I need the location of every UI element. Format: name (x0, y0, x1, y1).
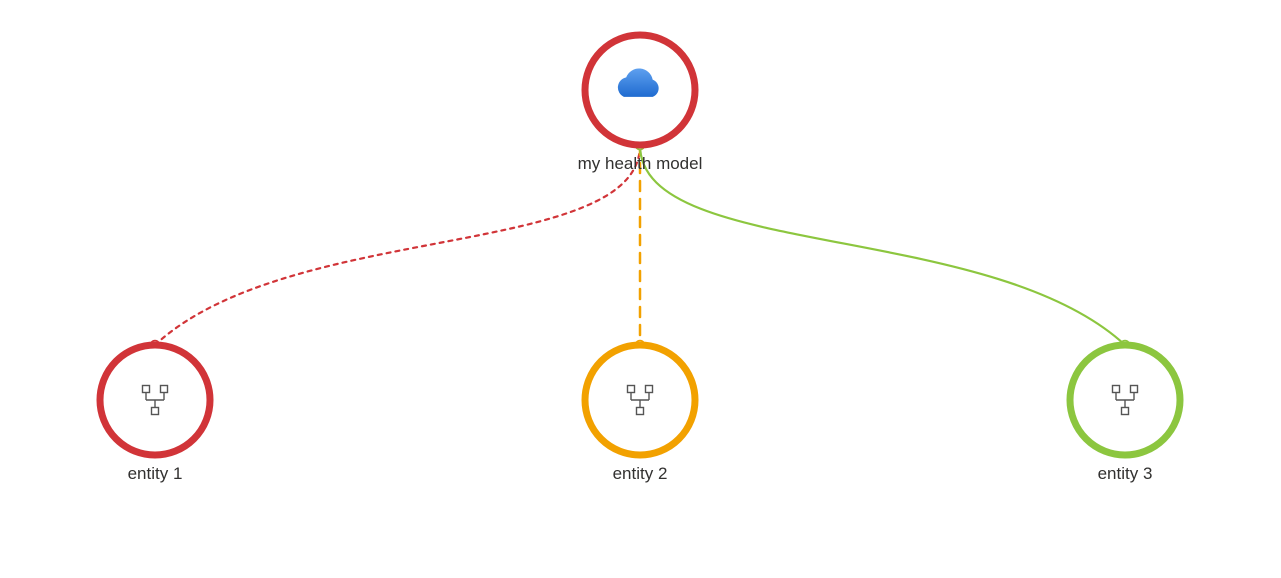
node-label: entity 2 (613, 464, 668, 483)
node-entity2[interactable]: entity 2 (585, 345, 695, 483)
node-entity1[interactable]: entity 1 (100, 345, 210, 483)
node-label: my health model (578, 154, 703, 173)
edge-root-entity3 (640, 145, 1125, 345)
edge-root-entity1 (155, 145, 640, 345)
node-entity3[interactable]: entity 3 (1070, 345, 1180, 483)
node-label: entity 1 (128, 464, 183, 483)
node-label: entity 3 (1098, 464, 1153, 483)
health-model-diagram: my health model entity 1 entity 2 entity 3 (0, 0, 1281, 578)
